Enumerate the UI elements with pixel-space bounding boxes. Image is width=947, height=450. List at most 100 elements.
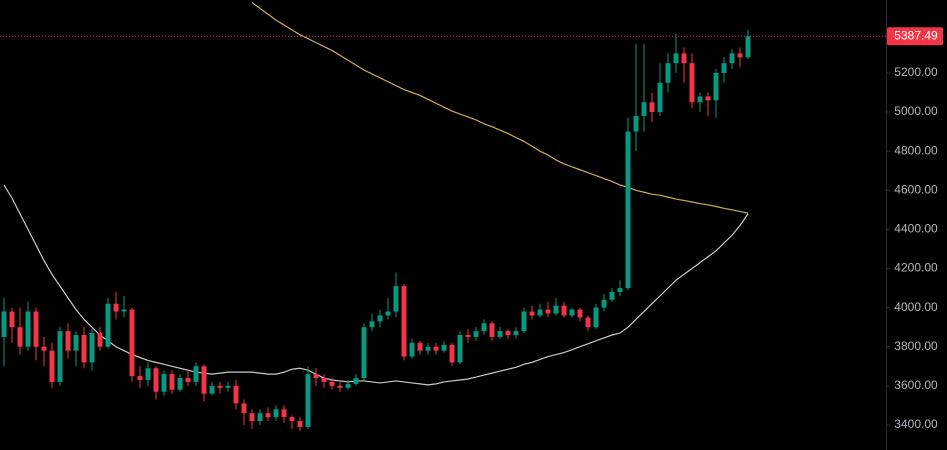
candle-body [33,311,39,347]
candle-body [73,335,79,351]
candle-body [585,317,591,328]
moving-average-line [251,2,749,214]
candle-body [417,342,423,351]
candle-body [41,346,47,351]
y-tick-label: 5000.00 [894,104,938,118]
candle-body [649,102,655,113]
candle-body [113,303,119,312]
candle-body [537,309,543,316]
candle-body [481,323,487,332]
candle-body [601,299,607,308]
candle-body [361,327,367,379]
candle-body [641,102,647,116]
candle-body [673,53,679,64]
candle-body [497,331,503,337]
candle-body [273,409,279,418]
candle-body [561,305,567,316]
candle-body [465,335,471,337]
candle-body [57,331,63,382]
candle-body [505,331,511,336]
candle-body [25,311,31,347]
candle-body [105,303,111,347]
candle-body [385,311,391,316]
candle-body [193,366,199,382]
candle-body [577,309,583,318]
candle-body [433,346,439,351]
y-tick-label: 3400.00 [894,417,938,431]
candle-body [249,413,255,422]
candle-body [441,344,447,351]
y-tick-label: 5200.00 [894,65,938,79]
candle-body [657,82,663,113]
candle-body [681,53,687,64]
candle-body [137,376,143,380]
candle-body [89,333,95,363]
candle-body [737,53,743,58]
candle-body [241,403,247,414]
candle-body [473,331,479,337]
candle-body [257,413,263,422]
candle-body [721,63,727,73]
candle-body [161,374,167,392]
candle-body [337,385,343,388]
candle-body [1,311,7,337]
candle-body [289,417,295,422]
candle-body [529,311,535,316]
candle-body [633,115,639,132]
candle-body [233,385,239,404]
candle-body [489,323,495,337]
candle-body [169,374,175,390]
last-price-box [887,27,943,46]
candle-body [297,421,303,427]
candle-body [705,96,711,101]
candle-body [153,368,159,392]
candle-body [745,36,751,58]
candle-body [553,305,559,314]
candle-body [425,346,431,351]
candle-body [9,311,15,328]
candle-body [449,344,455,363]
y-tick-label: 3600.00 [894,378,938,392]
candle-body [617,288,623,292]
candle-body [713,72,719,101]
candle-body [609,291,615,300]
candle-body [545,309,551,314]
y-tick-label: 4200.00 [894,261,938,275]
candle-body [209,385,215,394]
candle-body [321,378,327,382]
candle-body [265,413,271,418]
candle-body [97,333,103,347]
candle-body [369,321,375,328]
candle-body [185,378,191,382]
candle-body [521,311,527,332]
candle-body [217,385,223,388]
candle-body [729,53,735,64]
candle-body [401,286,407,357]
candle-body [689,63,695,103]
candle-body [393,286,399,312]
candle-body [281,409,287,418]
candle-body [697,96,703,103]
y-tick-label: 4400.00 [894,222,938,236]
candle-body [625,131,631,289]
candle-body [305,374,311,427]
candle-body [177,378,183,390]
candle-body [513,331,519,336]
candle-body [145,368,151,380]
candle-body [129,309,135,377]
candle-body [353,378,359,384]
candle-body [17,327,23,347]
candle-body [409,342,415,357]
y-tick-label: 4000.00 [894,300,938,314]
candle-body [313,374,319,379]
last-price-label: 5387.49 [894,28,938,42]
candle-body [65,331,71,351]
candle-body [225,385,231,388]
candle-body [345,383,351,388]
candle-body [49,350,55,382]
moving-average-line [3,184,749,386]
candle-body [201,366,207,394]
candle-body [81,335,87,363]
candle-body [329,381,335,386]
